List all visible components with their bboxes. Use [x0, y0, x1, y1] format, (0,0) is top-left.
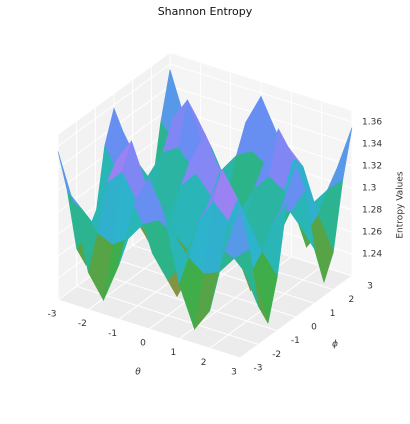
- x-tick-label: 2: [201, 358, 207, 368]
- x-tick-label: 3: [231, 368, 237, 378]
- z-axis-label: Entropy Values: [396, 171, 406, 239]
- z-tick-label: 1.24: [362, 250, 382, 260]
- z-tick-label: 1.36: [362, 118, 382, 128]
- chart-title: Shannon Entropy: [158, 5, 253, 18]
- y-tick-label: -1: [291, 336, 300, 346]
- x-axis-label: θ: [135, 368, 141, 378]
- y-tick-label: 1: [330, 309, 336, 319]
- y-tick-label: -2: [272, 350, 281, 360]
- z-tick-label: 1.28: [362, 206, 382, 216]
- z-tick-label: 1.3: [362, 184, 376, 194]
- grid-line: [57, 299, 241, 359]
- x-tick-label: 0: [140, 339, 146, 349]
- x-tick-label: -3: [48, 310, 57, 320]
- x-tick-label: 1: [170, 348, 176, 358]
- z-tick-label: 1.32: [362, 162, 382, 172]
- y-tick-label: 0: [311, 323, 317, 333]
- grid-line: [57, 63, 171, 147]
- x-tick-label: -2: [78, 319, 87, 329]
- y-tick-label: 3: [367, 282, 373, 292]
- z-tick-label: 1.26: [362, 228, 382, 238]
- y-tick-label: 2: [348, 295, 354, 305]
- grid-line: [169, 63, 353, 123]
- grid-line: [76, 285, 259, 345]
- surface-patch: [224, 208, 250, 259]
- z-tick-label: 1.34: [362, 140, 382, 150]
- y-tick-label: -3: [254, 364, 263, 374]
- x-tick-label: -1: [108, 329, 117, 339]
- y-axis-label: ϕ: [332, 340, 338, 350]
